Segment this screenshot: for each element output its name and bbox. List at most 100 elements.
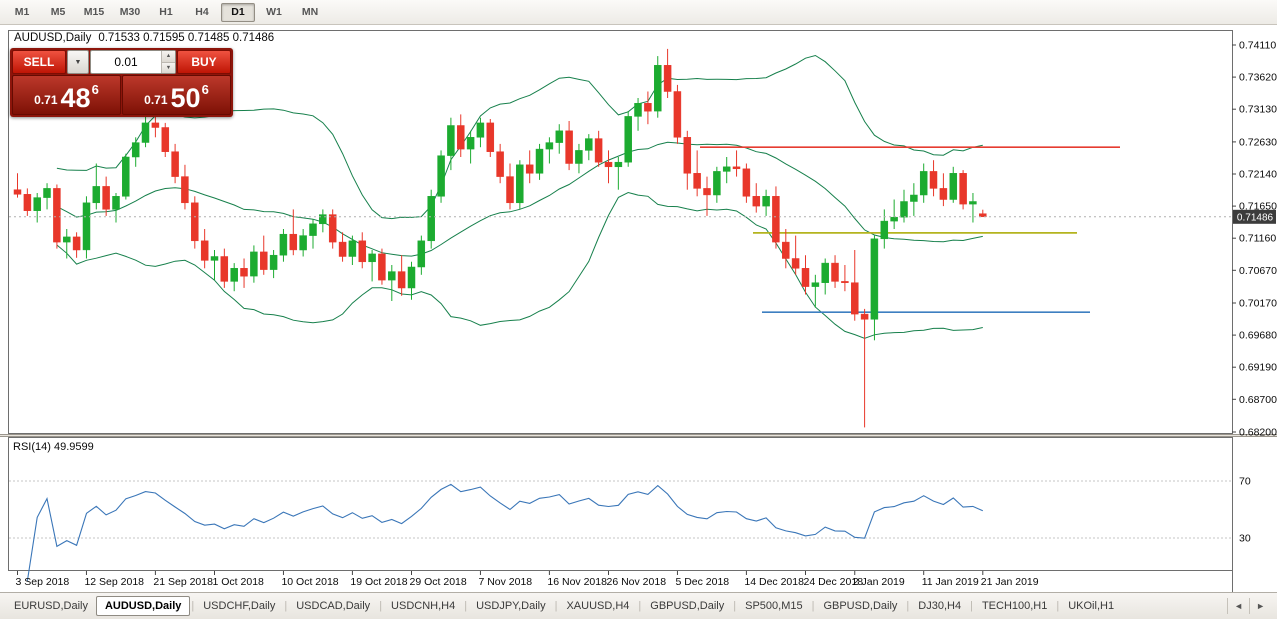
timeframe-button-m15[interactable]: M15 xyxy=(83,5,105,18)
svg-text:7 Nov 2018: 7 Nov 2018 xyxy=(478,576,532,588)
candle xyxy=(575,150,583,164)
tab-gbpusd-daily-2[interactable]: GBPUSD,Daily xyxy=(823,600,898,612)
rsi-indicator-label: RSI(14) 49.9599 xyxy=(13,441,94,453)
svg-text:0.71160: 0.71160 xyxy=(1239,233,1276,245)
tab-ukoil-h1[interactable]: UKOil,H1 xyxy=(1068,600,1115,612)
candle xyxy=(240,268,248,277)
svg-text:0.74110: 0.74110 xyxy=(1239,40,1276,52)
candle xyxy=(319,214,327,225)
candle xyxy=(250,251,258,277)
candle xyxy=(33,197,41,211)
price-axis: 0.74110 0.73620 0.73130 0.72630 0.72140 0.716… xyxy=(1232,40,1277,439)
tab-separator: | xyxy=(970,600,973,612)
tab-gbpusd-daily[interactable]: GBPUSD,Daily xyxy=(650,600,725,612)
tab-usdchf-daily[interactable]: USDCHF,Daily xyxy=(203,600,276,612)
svg-text:0.72140: 0.72140 xyxy=(1239,169,1277,181)
timeframe-button-mn[interactable]: MN xyxy=(301,5,319,18)
candle xyxy=(900,201,908,218)
tab-usdcnh-h4[interactable]: USDCNH,H4 xyxy=(391,600,456,612)
svg-text:24 Dec 2018: 24 Dec 2018 xyxy=(804,576,864,588)
sell-price-display[interactable]: 0.71 48 6 xyxy=(12,75,121,115)
candle xyxy=(663,65,672,92)
candle xyxy=(604,161,613,168)
candle xyxy=(525,164,534,174)
tab-eurusd-daily[interactable]: EURUSD,Daily xyxy=(14,600,88,612)
tab-dj30-h4[interactable]: DJ30,H4 xyxy=(918,600,962,612)
candle xyxy=(102,186,110,210)
tab-scroll-right-icon[interactable]: ► xyxy=(1249,598,1271,614)
timeframe-button-h1[interactable]: H1 xyxy=(159,5,173,18)
candle xyxy=(811,282,820,287)
tab-separator: | xyxy=(811,600,815,612)
candle xyxy=(673,91,682,138)
timeframe-button-w1[interactable]: W1 xyxy=(266,5,282,18)
candle xyxy=(112,196,120,210)
candle xyxy=(220,256,229,282)
candle xyxy=(92,186,101,204)
tab-usdjpy-daily[interactable]: USDJPY,Daily xyxy=(476,600,546,612)
candle xyxy=(476,122,485,138)
candle xyxy=(53,188,61,243)
candle xyxy=(388,271,396,281)
candle xyxy=(939,188,948,200)
lot-size-value: 0.01 xyxy=(114,55,138,69)
tab-scroll-left-icon[interactable]: ◄ xyxy=(1227,598,1249,614)
chart-canvas[interactable]: 0.714860.741100.736200.731300.726300.721… xyxy=(0,26,1277,592)
candle xyxy=(299,235,307,251)
timeframe-button-m1[interactable]: M1 xyxy=(14,5,30,18)
candle xyxy=(762,196,770,207)
sell-price-big: 48 xyxy=(60,83,91,113)
timeframe-button-h4[interactable]: H4 xyxy=(195,5,209,18)
timeframe-button-d1[interactable]: D1 xyxy=(221,2,255,22)
candle xyxy=(555,130,564,143)
svg-text:0.73130: 0.73130 xyxy=(1239,104,1277,116)
svg-text:1 Oct 2018: 1 Oct 2018 xyxy=(213,576,265,588)
candle xyxy=(43,188,51,198)
tab-separator: | xyxy=(379,600,383,612)
candle xyxy=(772,196,780,243)
svg-text:0.69680: 0.69680 xyxy=(1239,330,1277,342)
spinner-down-icon[interactable]: ▼ xyxy=(162,62,175,73)
lot-size-input[interactable]: 0.01 ▲ ▼ xyxy=(90,50,176,74)
candle xyxy=(949,173,958,200)
candle xyxy=(131,142,140,158)
tab-xauusd-h4[interactable]: XAUUSD,H4 xyxy=(566,600,630,612)
svg-text:10 Oct 2018: 10 Oct 2018 xyxy=(281,576,338,588)
timeframe-toolbar: M1 M5 M15 M30 H1 H4 D1 W1 MN xyxy=(0,0,1277,25)
tab-usdcad-daily[interactable]: USDCAD,Daily xyxy=(296,600,371,612)
candle xyxy=(594,138,603,163)
sell-button[interactable]: SELL xyxy=(12,50,66,74)
tab-separator: | xyxy=(284,600,288,612)
candle xyxy=(535,148,544,174)
candle xyxy=(693,173,701,189)
candle xyxy=(427,196,435,242)
svg-text:21 Sep 2018: 21 Sep 2018 xyxy=(153,576,213,588)
chart-title: AUDUSD,Daily 0.71533 0.71595 0.71485 0.71… xyxy=(14,32,274,44)
tab-sp500-m15[interactable]: SP500,M15 xyxy=(745,600,803,612)
svg-text:26 Nov 2018: 26 Nov 2018 xyxy=(607,576,667,588)
buy-price-display[interactable]: 0.71 50 6 xyxy=(122,75,231,115)
svg-text:21 Jan 2019: 21 Jan 2019 xyxy=(981,576,1039,588)
tab-tech100-h1[interactable]: TECH100,H1 xyxy=(981,600,1048,612)
candle xyxy=(644,103,652,112)
candle xyxy=(466,137,475,150)
candle xyxy=(713,171,721,196)
lot-dropdown-button[interactable]: ▼ xyxy=(67,50,89,74)
candle xyxy=(328,214,337,243)
buy-button[interactable]: BUY xyxy=(177,50,231,74)
candle xyxy=(72,236,81,251)
candle xyxy=(624,116,632,163)
candle xyxy=(181,176,189,204)
svg-text:0.70170: 0.70170 xyxy=(1239,298,1277,310)
candle xyxy=(910,194,918,202)
svg-text:5 Dec 2018: 5 Dec 2018 xyxy=(675,576,729,588)
svg-text:14 Dec 2018: 14 Dec 2018 xyxy=(744,576,804,588)
candle xyxy=(23,194,32,211)
chart-ohlc-values: 0.71533 0.71595 0.71485 0.71486 xyxy=(98,32,275,44)
timeframe-button-m30[interactable]: M30 xyxy=(119,5,141,18)
tab-separator: | xyxy=(464,600,468,612)
candle xyxy=(151,122,160,128)
timeframe-button-m5[interactable]: M5 xyxy=(50,5,66,18)
spinner-up-icon[interactable]: ▲ xyxy=(162,51,175,63)
tab-audusd-daily[interactable]: AUDUSD,Daily xyxy=(95,596,191,616)
